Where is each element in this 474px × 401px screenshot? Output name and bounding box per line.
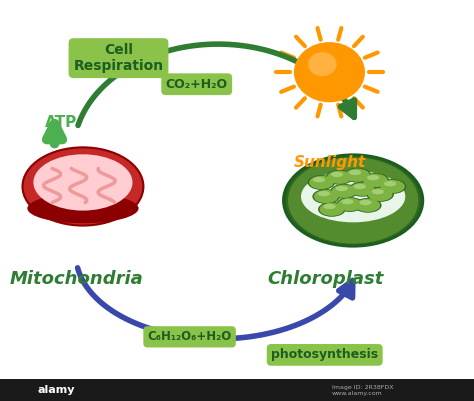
- Ellipse shape: [336, 197, 364, 212]
- Ellipse shape: [367, 175, 379, 180]
- Ellipse shape: [22, 147, 143, 225]
- Text: photosynthesis: photosynthesis: [271, 348, 378, 361]
- Text: ATP: ATP: [45, 115, 77, 130]
- Ellipse shape: [318, 191, 330, 196]
- Ellipse shape: [336, 186, 348, 191]
- Ellipse shape: [366, 187, 394, 202]
- Ellipse shape: [372, 189, 384, 194]
- Ellipse shape: [285, 156, 421, 245]
- Ellipse shape: [312, 189, 340, 204]
- Bar: [0, 379, 474, 401]
- Text: C₆H₁₂O₆+H₂O: C₆H₁₂O₆+H₂O: [147, 330, 232, 343]
- Ellipse shape: [359, 200, 372, 205]
- Ellipse shape: [318, 202, 346, 217]
- Ellipse shape: [349, 170, 361, 175]
- Ellipse shape: [362, 173, 389, 188]
- Ellipse shape: [354, 198, 382, 213]
- Ellipse shape: [288, 157, 419, 244]
- Ellipse shape: [282, 153, 424, 248]
- Ellipse shape: [332, 184, 356, 198]
- Ellipse shape: [345, 168, 370, 182]
- Ellipse shape: [323, 204, 336, 209]
- Ellipse shape: [27, 194, 138, 223]
- Ellipse shape: [314, 190, 338, 203]
- Ellipse shape: [348, 182, 376, 196]
- Ellipse shape: [384, 181, 396, 186]
- Circle shape: [294, 42, 365, 102]
- Ellipse shape: [341, 199, 354, 205]
- Text: Chloroplast: Chloroplast: [268, 270, 384, 288]
- Ellipse shape: [33, 154, 133, 211]
- Ellipse shape: [331, 172, 343, 177]
- Ellipse shape: [301, 171, 405, 222]
- Ellipse shape: [379, 179, 406, 194]
- Ellipse shape: [354, 184, 366, 189]
- Ellipse shape: [368, 188, 392, 201]
- Text: Sunlight: Sunlight: [293, 155, 365, 170]
- Ellipse shape: [308, 175, 335, 190]
- Text: Image ID: 2R38FDX
www.alamy.com: Image ID: 2R38FDX www.alamy.com: [332, 385, 393, 395]
- Ellipse shape: [350, 182, 374, 196]
- Text: alamy: alamy: [38, 385, 75, 395]
- Ellipse shape: [356, 199, 380, 212]
- Text: CO₂+H₂O: CO₂+H₂O: [165, 78, 228, 91]
- Ellipse shape: [309, 176, 334, 189]
- Text: Cell
Respiration: Cell Respiration: [73, 43, 164, 73]
- Ellipse shape: [313, 177, 325, 182]
- Text: Mitochondria: Mitochondria: [9, 270, 143, 288]
- Ellipse shape: [327, 171, 352, 184]
- Ellipse shape: [380, 180, 405, 193]
- Ellipse shape: [344, 168, 371, 183]
- Ellipse shape: [330, 184, 358, 198]
- Ellipse shape: [337, 198, 362, 211]
- Ellipse shape: [326, 170, 353, 184]
- Ellipse shape: [319, 203, 344, 216]
- Ellipse shape: [363, 174, 388, 187]
- Circle shape: [308, 52, 337, 76]
